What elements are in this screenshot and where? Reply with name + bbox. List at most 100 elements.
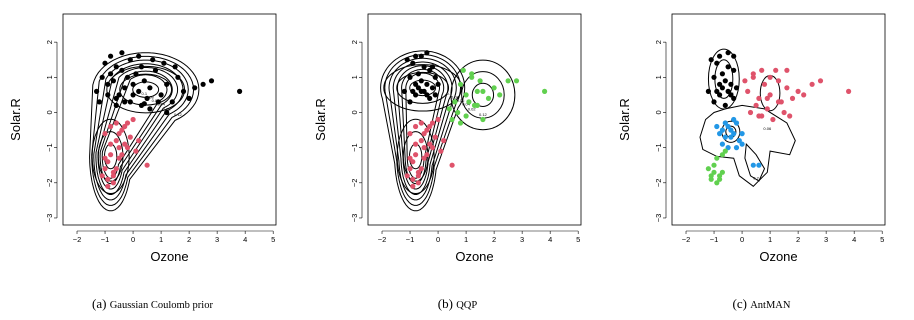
data-point	[105, 159, 111, 165]
data-point	[432, 74, 438, 80]
data-point	[404, 173, 410, 179]
contour-level-label: 0.12	[174, 112, 183, 117]
data-point	[144, 95, 150, 101]
data-point	[418, 138, 424, 144]
y-axis-title: Solar.R	[8, 98, 23, 141]
data-point	[108, 141, 114, 147]
y-tick-label: 1	[654, 75, 663, 79]
contour-level-label: 0.2	[753, 175, 759, 180]
data-point	[759, 67, 765, 73]
data-point	[770, 116, 776, 123]
contour-level-label: 0.04	[157, 101, 166, 106]
contour-level-label: 0.04	[462, 101, 471, 106]
data-point	[413, 53, 419, 59]
data-point	[747, 109, 754, 116]
data-point	[401, 88, 407, 94]
data-point	[105, 183, 111, 189]
contour-line	[380, 50, 466, 212]
data-point	[130, 81, 136, 87]
data-point	[99, 74, 105, 80]
data-point	[787, 113, 793, 119]
data-point	[817, 78, 824, 84]
x-tick-label: 0	[436, 235, 440, 244]
data-point	[446, 106, 452, 112]
data-point	[130, 92, 136, 98]
caption-tag: (a)	[92, 296, 107, 311]
x-tick-label: 5	[880, 235, 884, 244]
contour-level-label: 0.02	[468, 107, 477, 112]
data-point	[418, 166, 424, 172]
data-point	[452, 99, 458, 105]
data-point	[116, 131, 122, 137]
x-tick-label: −1	[406, 235, 415, 244]
data-point	[136, 53, 142, 59]
data-point	[415, 71, 421, 77]
data-point	[449, 116, 455, 123]
data-point	[725, 88, 731, 94]
data-point	[133, 148, 139, 154]
data-point	[410, 60, 416, 66]
y-tick-label: −1	[45, 143, 54, 152]
data-point	[427, 95, 433, 101]
data-point	[705, 88, 711, 94]
data-point	[750, 71, 756, 77]
data-point	[192, 85, 198, 91]
data-point	[147, 106, 153, 112]
data-point	[410, 183, 416, 189]
data-point	[108, 71, 114, 77]
data-point	[497, 92, 503, 98]
data-point	[105, 92, 111, 98]
data-point	[474, 88, 480, 94]
contour-line	[396, 71, 450, 104]
data-point	[731, 131, 737, 137]
data-point	[784, 85, 790, 91]
y-tick-label: −2	[654, 179, 663, 188]
data-point	[773, 67, 779, 73]
data-point	[736, 138, 742, 144]
data-point	[96, 99, 102, 105]
data-point	[717, 92, 723, 98]
data-point	[775, 99, 782, 105]
data-point	[542, 88, 548, 94]
data-point	[708, 173, 714, 179]
data-point	[429, 64, 436, 70]
y-axis-title: Solar.R	[313, 98, 328, 141]
data-point	[711, 169, 717, 175]
density-contours	[380, 50, 516, 212]
x-tick-label: 4	[243, 235, 247, 244]
data-point	[407, 99, 413, 105]
data-point	[480, 116, 486, 123]
contour-line	[383, 64, 462, 112]
contour-line	[91, 118, 130, 195]
data-point	[418, 53, 424, 59]
data-point	[421, 145, 427, 151]
contour-level-label: 0.06	[152, 98, 161, 103]
data-point	[466, 99, 472, 105]
data-point	[767, 92, 773, 98]
data-point	[113, 64, 119, 70]
data-point	[136, 88, 142, 94]
data-point	[424, 50, 430, 56]
data-point	[150, 57, 156, 63]
data-point	[477, 78, 483, 84]
x-axis-title: Ozone	[455, 249, 493, 264]
x-tick-label: 4	[548, 235, 552, 244]
data-point	[113, 120, 119, 126]
data-point	[427, 67, 433, 73]
caption-name: AntMAN	[750, 300, 791, 311]
data-point	[725, 123, 731, 130]
data-point	[124, 145, 131, 151]
data-point	[410, 88, 416, 94]
contour-line	[95, 63, 184, 195]
x-tick-label: 1	[159, 235, 163, 244]
contour-level-label: 0.1	[446, 91, 452, 96]
data-point	[717, 53, 723, 59]
data-point	[418, 88, 424, 94]
data-point	[719, 152, 725, 158]
caption-tag: (b)	[437, 296, 453, 311]
data-point	[485, 95, 492, 101]
data-point	[728, 92, 734, 98]
data-point	[795, 88, 801, 94]
data-point	[108, 123, 114, 130]
data-point	[119, 50, 125, 56]
